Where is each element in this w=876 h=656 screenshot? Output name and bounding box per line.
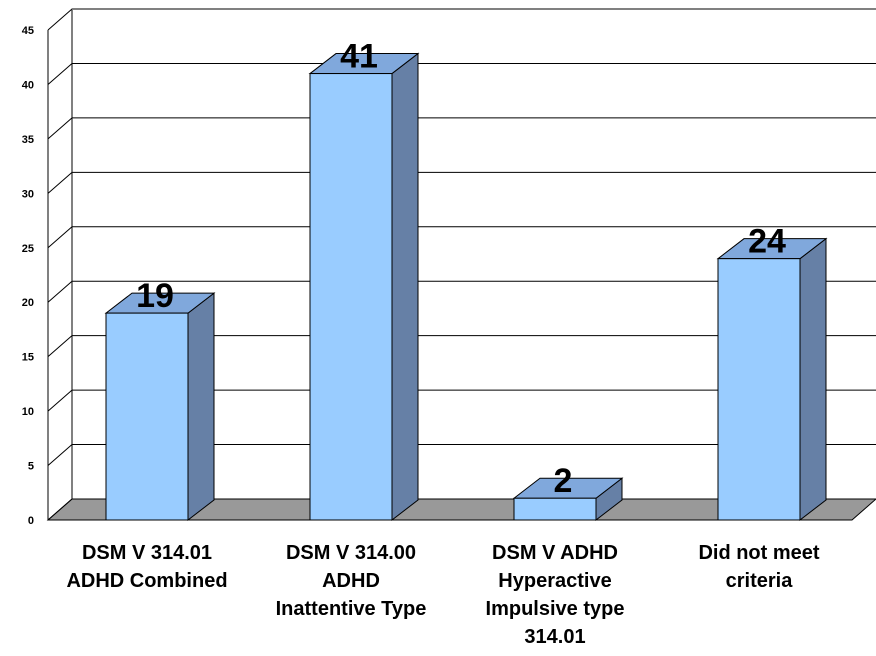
grid-line bbox=[47, 62, 876, 85]
grid-line bbox=[47, 444, 876, 466]
x-tick-label: Impulsive type bbox=[486, 598, 625, 620]
y-tick-label: 0 bbox=[28, 515, 34, 527]
value-label: 19 bbox=[136, 277, 174, 315]
y-tick-label: 30 bbox=[22, 188, 34, 200]
x-tick-label: 314.01 bbox=[524, 626, 585, 648]
value-label: 24 bbox=[748, 223, 786, 261]
bar-side bbox=[187, 292, 215, 522]
y-tick-label: 15 bbox=[22, 352, 34, 364]
x-tick-label: DSM V 314.00 bbox=[286, 542, 416, 564]
value-label: 2 bbox=[554, 462, 573, 500]
x-tick-label: Inattentive Type bbox=[276, 598, 427, 620]
grid-line bbox=[47, 280, 876, 303]
y-tick-label: 10 bbox=[22, 406, 34, 418]
grid-line bbox=[47, 226, 876, 249]
bar bbox=[309, 73, 393, 521]
x-tick-label: Hyperactive bbox=[498, 570, 611, 592]
x-tick-label: ADHD bbox=[322, 570, 380, 592]
bar-side bbox=[391, 52, 419, 522]
x-tick-label: DSM V 314.01 bbox=[82, 542, 212, 564]
x-tick-label: Did not meet bbox=[698, 542, 819, 564]
y-tick-label: 20 bbox=[22, 297, 34, 309]
x-tick-label: criteria bbox=[726, 570, 794, 592]
bar-side bbox=[799, 237, 827, 522]
bar bbox=[717, 258, 801, 521]
y-tick-label: 25 bbox=[22, 243, 34, 255]
bar bbox=[105, 312, 189, 521]
y-tick-label: 40 bbox=[22, 79, 34, 91]
grid-line bbox=[47, 8, 876, 31]
y-tick-label: 45 bbox=[22, 25, 34, 37]
y-tick-label: 35 bbox=[22, 134, 34, 146]
grid-line bbox=[47, 335, 876, 358]
grid-line bbox=[47, 171, 876, 194]
y-tick-label: 5 bbox=[28, 461, 34, 473]
grid-line bbox=[47, 117, 876, 140]
value-label: 41 bbox=[340, 38, 378, 76]
x-tick-label: ADHD Combined bbox=[66, 570, 227, 592]
bar bbox=[513, 497, 597, 521]
x-tick-label: DSM V ADHD bbox=[492, 542, 618, 564]
grid-line bbox=[47, 389, 876, 412]
